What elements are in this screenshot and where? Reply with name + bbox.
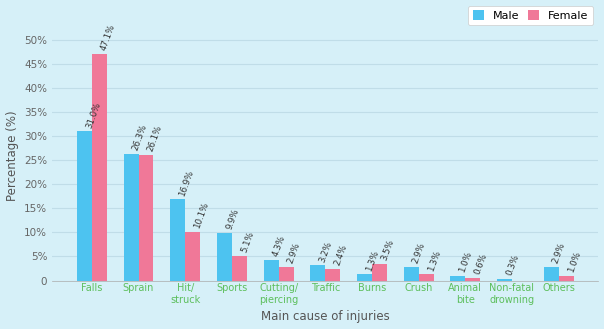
Bar — [465, 278, 480, 281]
Text: 3.5%: 3.5% — [379, 238, 396, 262]
Bar — [403, 266, 419, 281]
Bar — [451, 276, 465, 281]
Text: 9.9%: 9.9% — [225, 208, 240, 231]
Text: 4.3%: 4.3% — [271, 234, 287, 258]
Bar — [310, 265, 326, 281]
Bar — [232, 256, 247, 281]
Text: 26.3%: 26.3% — [131, 123, 149, 152]
Text: 1.3%: 1.3% — [364, 249, 381, 272]
Bar — [217, 233, 232, 281]
Bar — [357, 274, 372, 281]
Bar — [170, 199, 185, 281]
Text: 26.1%: 26.1% — [146, 124, 164, 153]
Bar — [77, 131, 92, 281]
Bar — [124, 154, 138, 281]
Bar — [264, 260, 278, 281]
Legend: Male, Female: Male, Female — [468, 6, 593, 25]
Bar — [544, 266, 559, 281]
Text: 31.0%: 31.0% — [85, 101, 102, 130]
Bar — [419, 274, 434, 281]
Text: 10.1%: 10.1% — [193, 201, 211, 230]
Y-axis label: Percentage (%): Percentage (%) — [5, 110, 19, 201]
Text: 47.1%: 47.1% — [99, 23, 117, 52]
Text: 1.0%: 1.0% — [458, 250, 474, 274]
Text: 5.1%: 5.1% — [239, 230, 255, 254]
Text: 0.6%: 0.6% — [473, 252, 489, 276]
Bar — [372, 264, 387, 281]
Bar — [559, 276, 574, 281]
Bar — [497, 279, 512, 281]
Bar — [185, 232, 200, 281]
Text: 1.3%: 1.3% — [426, 249, 442, 272]
Text: 3.2%: 3.2% — [318, 240, 334, 263]
Text: 0.3%: 0.3% — [504, 254, 521, 277]
Text: 2.9%: 2.9% — [286, 241, 302, 265]
Bar — [138, 155, 153, 281]
Text: 1.0%: 1.0% — [566, 250, 582, 274]
Text: 2.4%: 2.4% — [333, 243, 349, 267]
Bar — [92, 54, 107, 281]
X-axis label: Main cause of injuries: Main cause of injuries — [261, 311, 390, 323]
Bar — [326, 269, 340, 281]
Bar — [278, 266, 294, 281]
Text: 2.9%: 2.9% — [411, 241, 427, 265]
Text: 16.9%: 16.9% — [178, 169, 196, 197]
Text: 2.9%: 2.9% — [551, 241, 567, 265]
